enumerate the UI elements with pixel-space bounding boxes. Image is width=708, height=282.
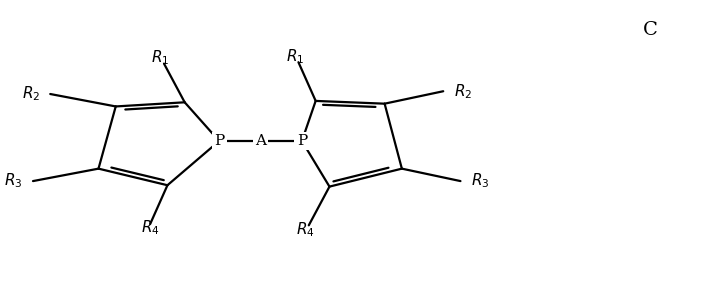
Text: A: A: [255, 134, 266, 148]
Text: $R_{1}$: $R_{1}$: [152, 49, 170, 67]
Text: P: P: [297, 134, 307, 148]
Text: $R_{3}$: $R_{3}$: [4, 172, 23, 190]
Text: $R_{4}$: $R_{4}$: [296, 220, 314, 239]
Text: $R_{4}$: $R_{4}$: [141, 219, 159, 237]
Text: $R_{3}$: $R_{3}$: [471, 172, 489, 190]
Text: C: C: [643, 21, 658, 39]
Text: $R_{1}$: $R_{1}$: [286, 47, 304, 66]
Text: $R_{2}$: $R_{2}$: [454, 82, 472, 101]
Text: $R_{2}$: $R_{2}$: [22, 85, 40, 103]
Text: P: P: [214, 134, 224, 148]
